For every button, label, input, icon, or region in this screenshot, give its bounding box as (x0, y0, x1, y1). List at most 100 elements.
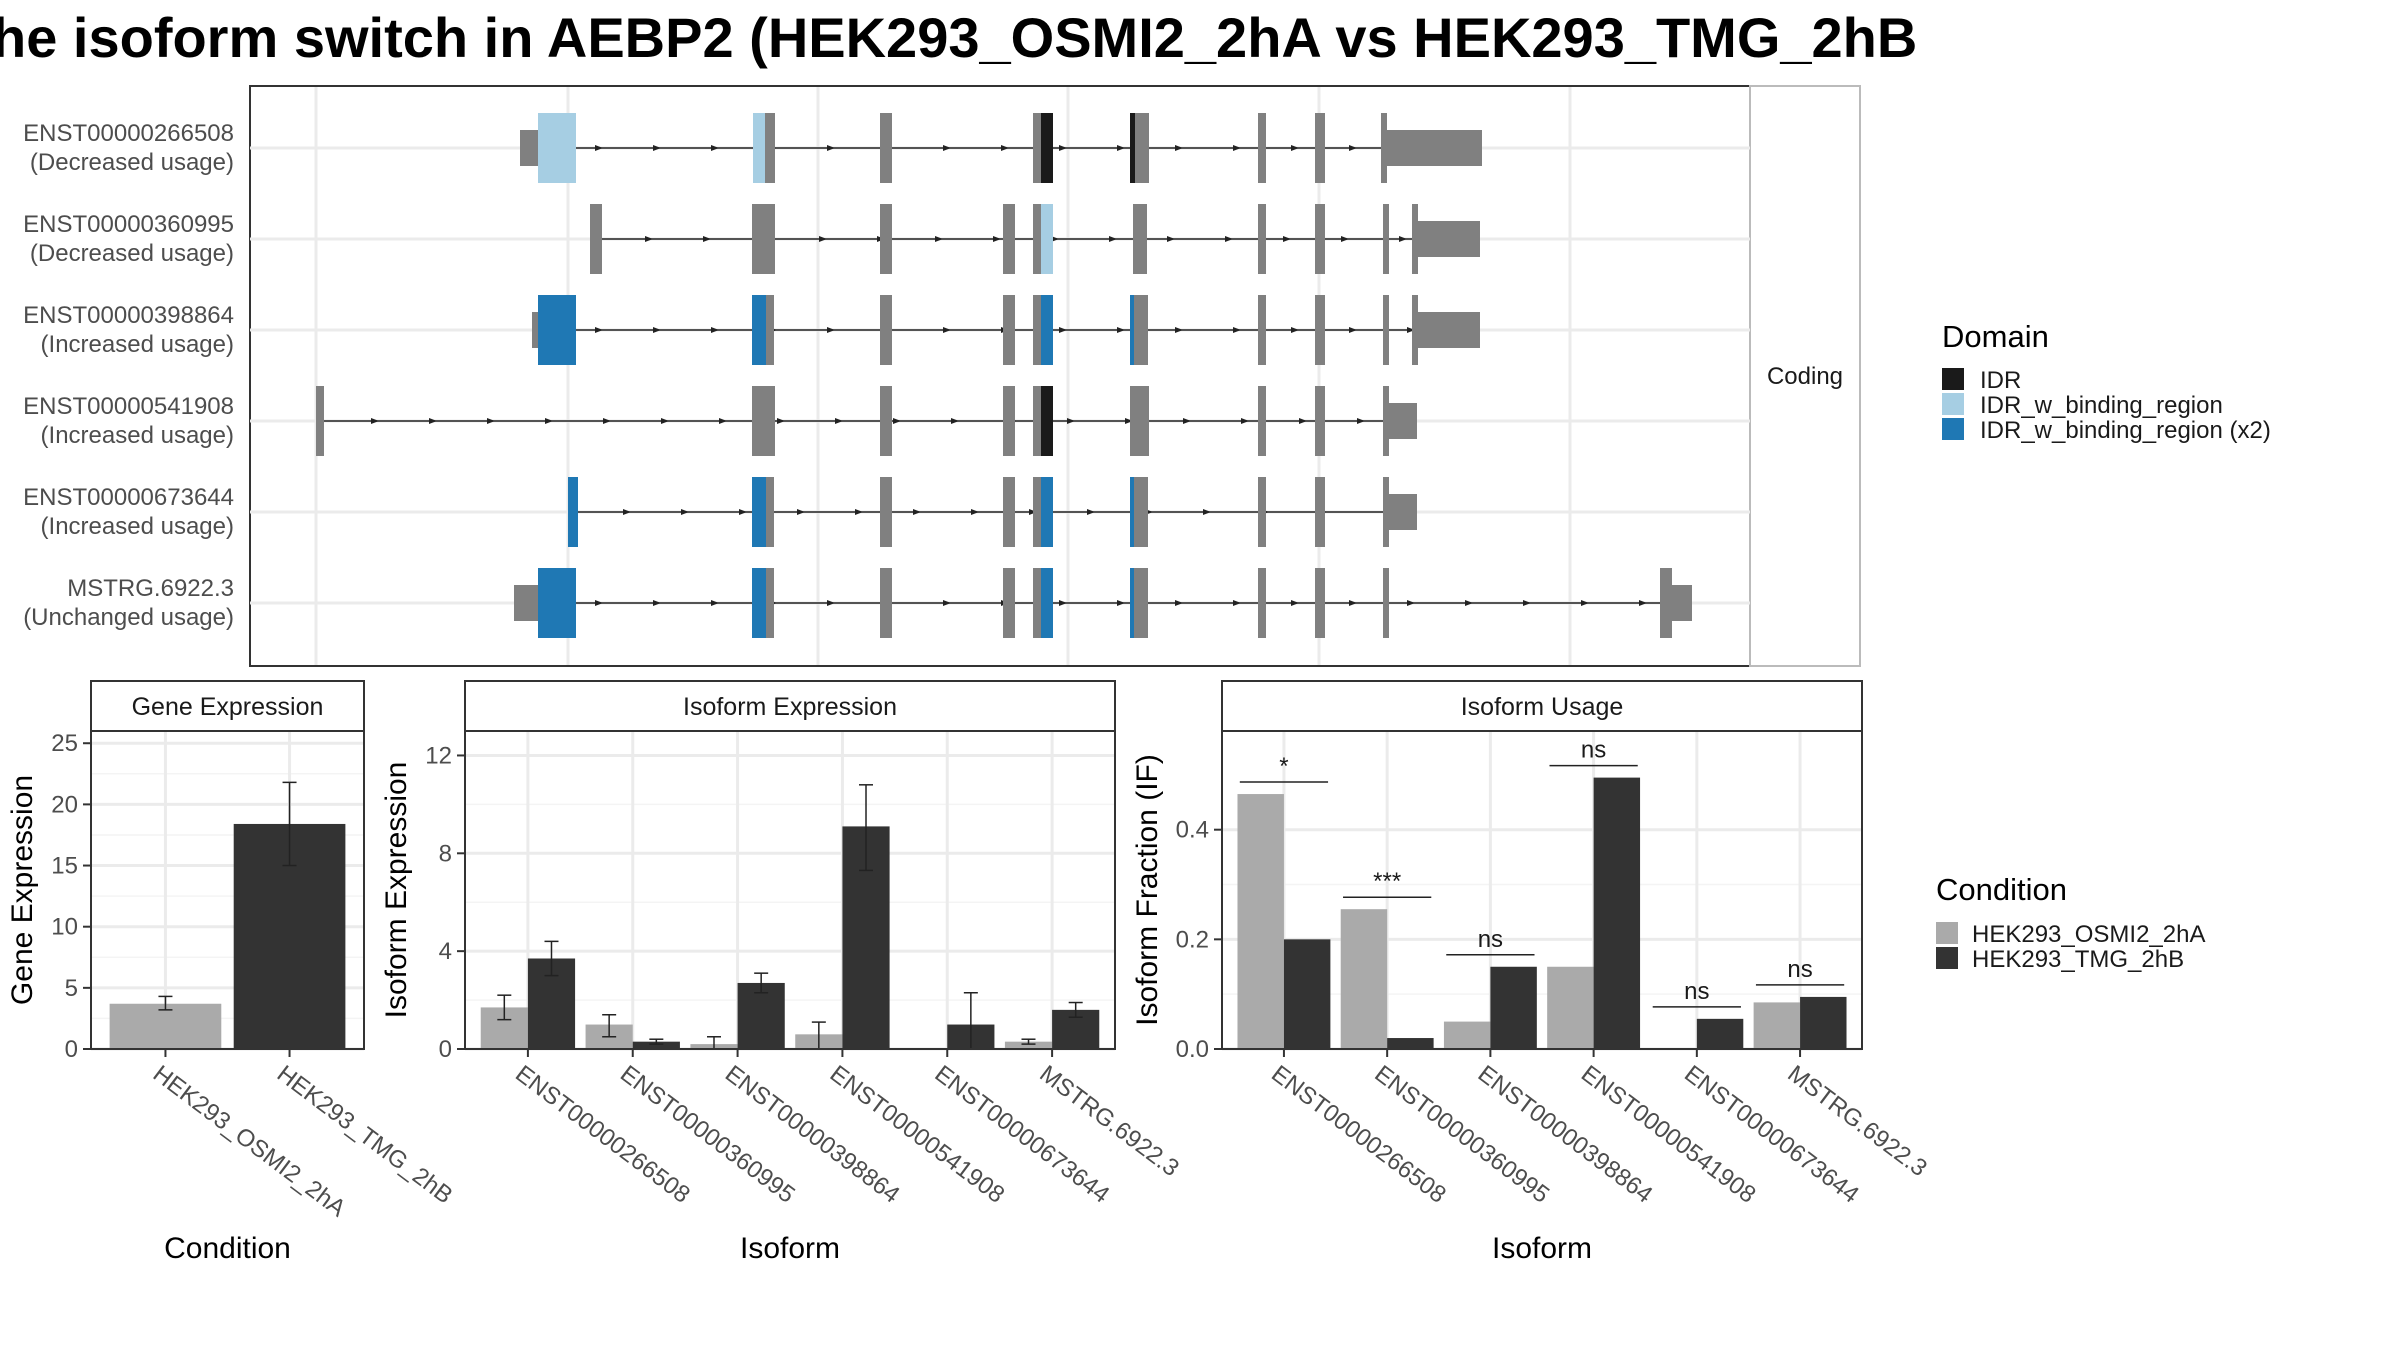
utr-block (1418, 221, 1480, 257)
direction-arrow (1117, 327, 1125, 333)
exon-block (1134, 295, 1148, 365)
exon-block (1033, 113, 1041, 183)
exon-block (1660, 568, 1672, 638)
y-tick-label: 8 (439, 840, 452, 867)
exon-block (1003, 295, 1015, 365)
direction-arrow (595, 145, 603, 151)
direction-arrow (653, 600, 661, 606)
bar (1237, 794, 1284, 1049)
panel-strip (1221, 680, 1863, 732)
bar (1593, 777, 1641, 1049)
exon-block (1033, 386, 1041, 456)
transcript-id-label: ENST00000266508 (23, 120, 234, 147)
direction-arrow (645, 236, 653, 242)
significance-label: ns (1581, 737, 1606, 764)
domain-block (1041, 113, 1053, 183)
direction-arrow (943, 145, 951, 151)
utr-block (532, 312, 542, 348)
transcript-usage-label: (Decreased usage) (30, 240, 234, 267)
transcript-row: ENST00000541908(Increased usage) (23, 386, 1750, 456)
direction-arrow (1399, 236, 1407, 242)
exon-block (1315, 113, 1325, 183)
exon-block (766, 477, 774, 547)
direction-arrow (1291, 327, 1299, 333)
y-tick-label: 0.0 (1176, 1036, 1209, 1063)
domain-legend-label: IDR_w_binding_region (1980, 392, 2223, 419)
direction-arrow (623, 509, 631, 515)
x-tick-label: ENST00000673644 (1679, 1060, 1864, 1208)
exon-block (1033, 568, 1041, 638)
direction-arrow (429, 418, 437, 424)
y-tick-label: 0 (439, 1036, 452, 1063)
direction-arrow (1523, 600, 1531, 606)
exon-block (766, 295, 774, 365)
direction-arrow (681, 509, 689, 515)
utr-block (520, 130, 542, 166)
exon-block (1033, 295, 1041, 365)
y-axis-title: Isoform Expression (380, 762, 413, 1019)
domain-block (1041, 477, 1053, 547)
x-tick-label: ENST00000360995 (615, 1060, 800, 1208)
transcript-row: ENST00000673644(Increased usage) (23, 477, 1750, 547)
significance-label: ns (1787, 956, 1812, 983)
transcript-usage-label: (Increased usage) (41, 422, 234, 449)
exon-block (1383, 386, 1389, 456)
condition-legend-swatch (1936, 922, 1958, 944)
direction-arrow (827, 327, 835, 333)
exon-block (755, 204, 775, 274)
panel-strip-title: Isoform Expression (683, 693, 897, 721)
isoform-expression-panel: Isoform Expression04812ENST00000266508EN… (380, 680, 1184, 1265)
x-tick-label: ENST00000360995 (1370, 1060, 1555, 1208)
exon-block (880, 386, 892, 456)
domain-block (538, 113, 576, 183)
exon-block (1134, 568, 1148, 638)
isoform-usage-panel: Isoform Usage 0.0 0.2 0.4 ENST00000266508 * EN… (1131, 680, 1932, 1265)
transcript-usage-label: (Increased usage) (41, 513, 234, 540)
domain-block (1041, 568, 1053, 638)
bar (737, 982, 785, 1049)
exon-block (1258, 295, 1266, 365)
x-axis-title: Isoform (1492, 1232, 1592, 1265)
x-axis-title: Condition (164, 1232, 291, 1265)
bar (1387, 1038, 1434, 1049)
direction-arrow (703, 236, 711, 242)
direction-arrow (1125, 418, 1133, 424)
direction-arrow (1233, 600, 1241, 606)
transcript-id-label: ENST00000541908 (23, 393, 234, 420)
exon-block (1315, 204, 1325, 274)
utr-block (1418, 312, 1480, 348)
exon-block (1412, 204, 1418, 274)
x-tick-label: ENST00000398864 (1473, 1060, 1658, 1208)
exon-block (880, 204, 892, 274)
transcript-usage-label: (Increased usage) (41, 331, 234, 358)
x-tick-label: ENST00000266508 (1266, 1060, 1451, 1208)
direction-arrow (1241, 418, 1249, 424)
direction-arrow (971, 509, 979, 515)
domain-block (1130, 113, 1135, 183)
transcript-row: MSTRG.6922.3(Unchanged usage) (23, 568, 1750, 638)
exon-block (1003, 386, 1015, 456)
exon-block (1258, 477, 1266, 547)
y-tick-label: 15 (51, 853, 78, 880)
domain-block (753, 113, 767, 183)
direction-arrow (855, 509, 863, 515)
condition-legend-label: HEK293_TMG_2hB (1972, 946, 2184, 973)
panel-background (250, 86, 1750, 666)
direction-arrow (1203, 509, 1211, 515)
panel-strip-title: Isoform Usage (1461, 693, 1624, 721)
utr-block (514, 585, 542, 621)
exon-block (765, 113, 775, 183)
domain-legend-swatch (1942, 368, 1964, 390)
direction-arrow (1639, 600, 1647, 606)
exon-block (1003, 568, 1015, 638)
direction-arrow (661, 418, 669, 424)
direction-arrow (819, 236, 827, 242)
direction-arrow (913, 509, 921, 515)
exon-block (1258, 568, 1266, 638)
exon-block (880, 568, 892, 638)
exon-block (1130, 386, 1135, 456)
transcript-usage-label: (Decreased usage) (30, 149, 234, 176)
direction-arrow (943, 327, 951, 333)
direction-arrow (711, 327, 719, 333)
